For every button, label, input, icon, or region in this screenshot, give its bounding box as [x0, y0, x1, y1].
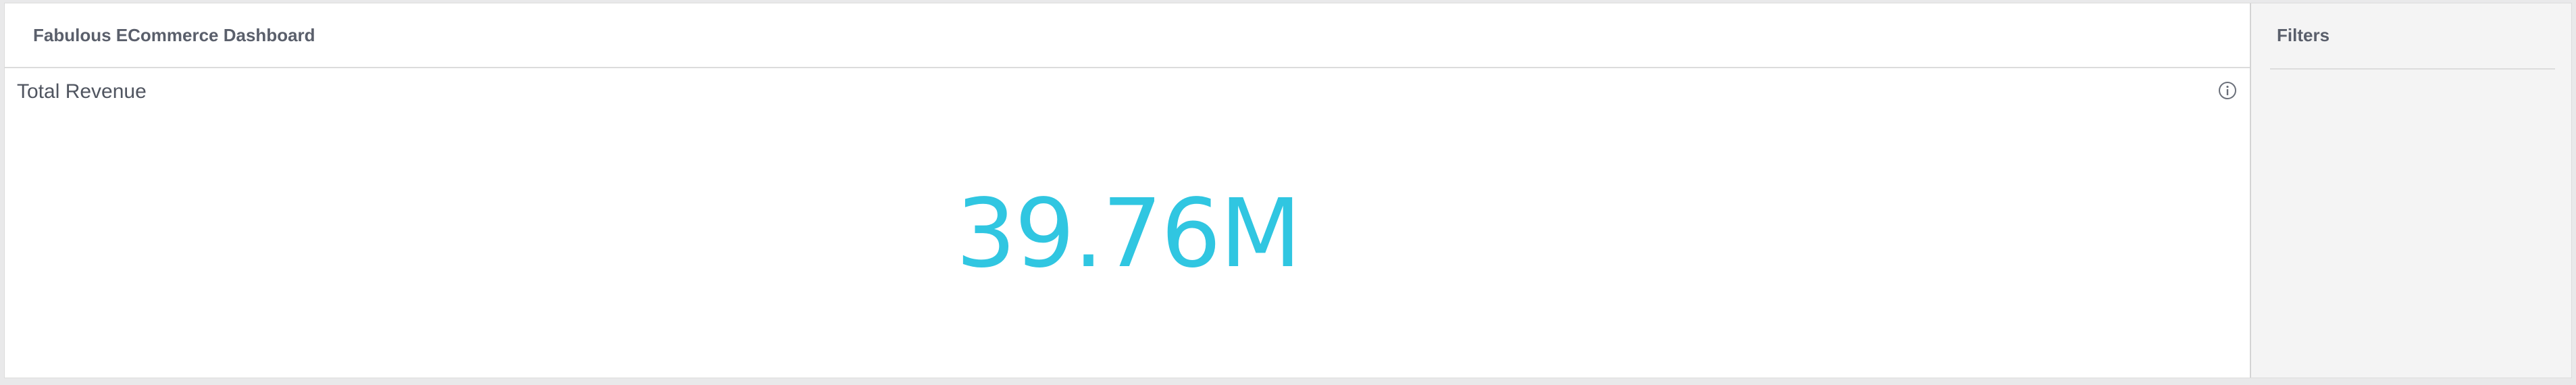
dashboard-main: Fabulous ECommerce Dashboard Total Reven… — [5, 3, 2251, 378]
filters-sidebar: Filters — [2251, 3, 2571, 378]
kpi-value: 39.76M — [956, 179, 1302, 289]
tile-title: Total Revenue — [17, 80, 147, 103]
dashboard-frame: Fabulous ECommerce Dashboard Total Reven… — [4, 3, 2572, 378]
filters-divider — [2270, 68, 2555, 70]
dashboard-header: Fabulous ECommerce Dashboard — [5, 3, 2250, 68]
info-icon[interactable] — [2217, 80, 2238, 101]
filters-title: Filters — [2277, 25, 2330, 45]
dashboard-title: Fabulous ECommerce Dashboard — [33, 25, 315, 45]
